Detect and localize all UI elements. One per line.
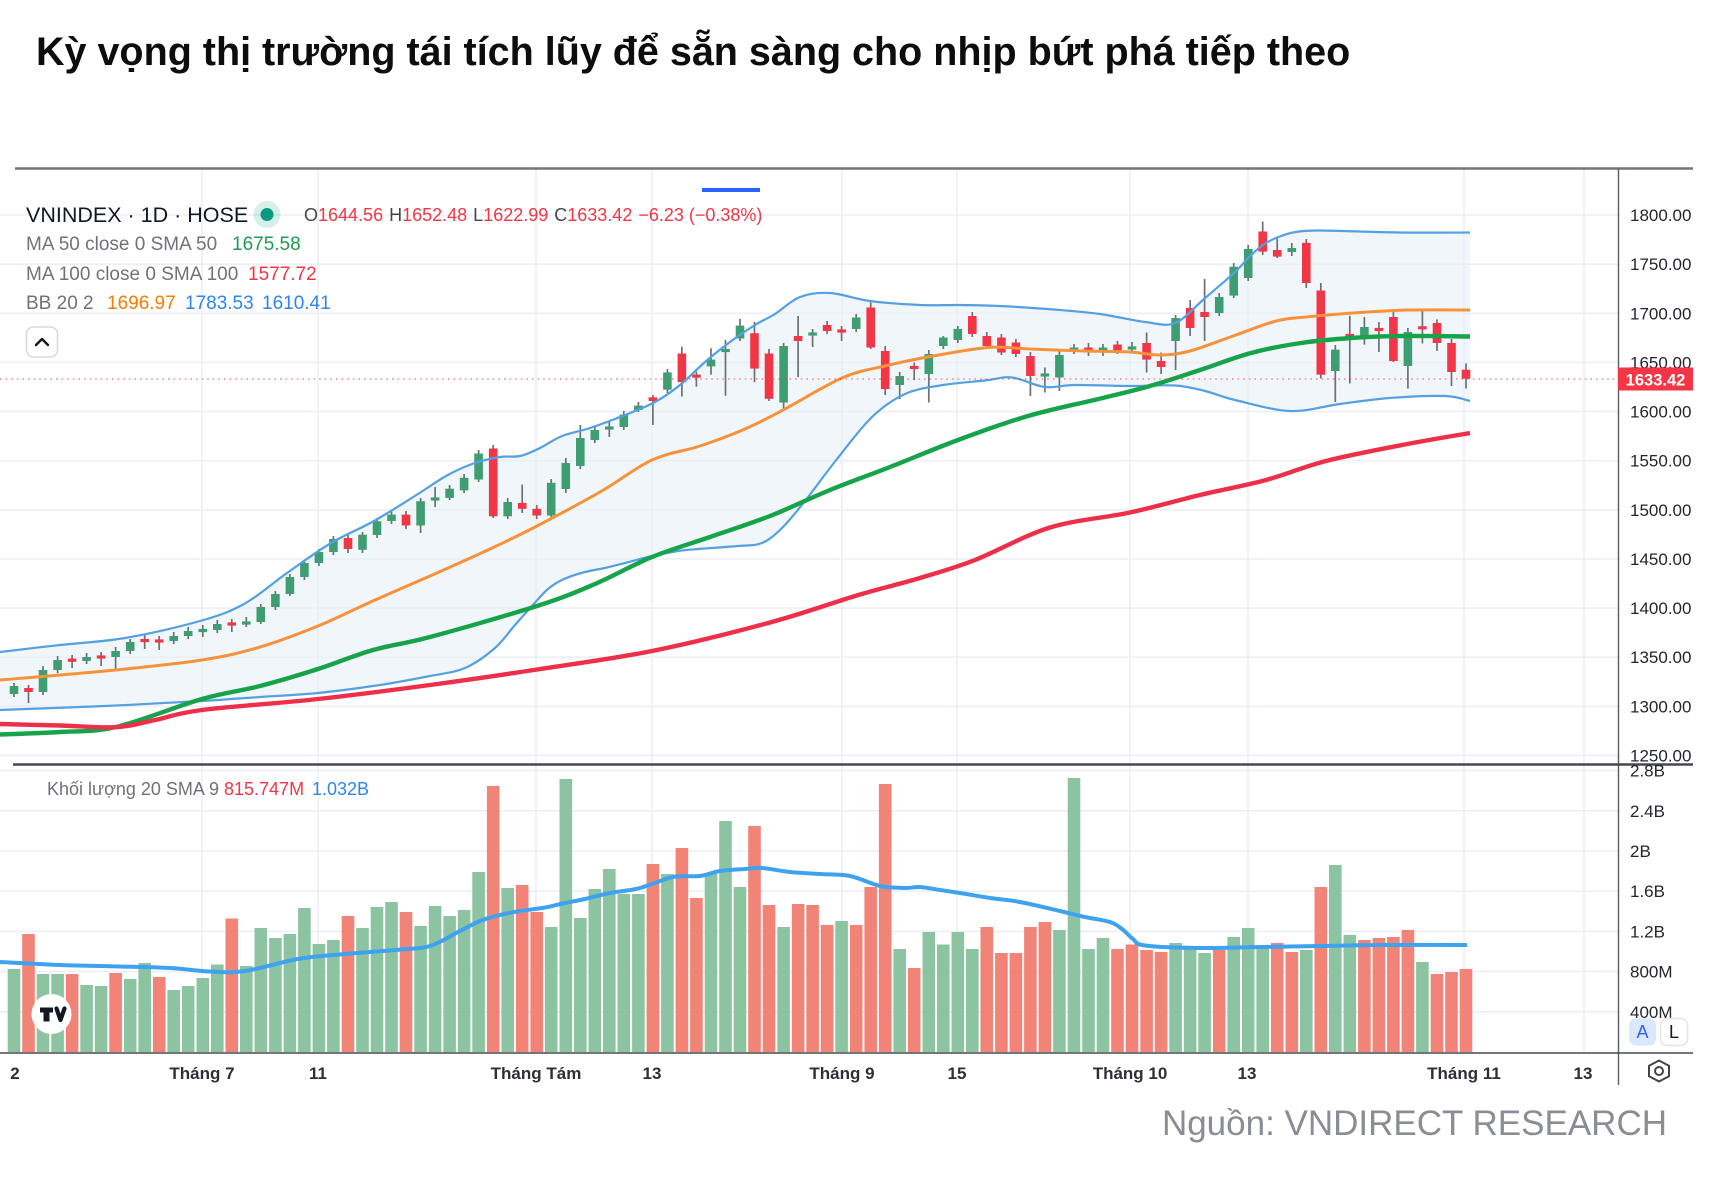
svg-text:1600.00: 1600.00 bbox=[1630, 403, 1691, 422]
svg-text:2B: 2B bbox=[1630, 842, 1651, 861]
svg-text:1577.72: 1577.72 bbox=[248, 264, 317, 285]
svg-text:VNINDEX · 1D · HOSE: VNINDEX · 1D · HOSE bbox=[26, 203, 248, 227]
svg-text:15: 15 bbox=[948, 1064, 967, 1083]
svg-text:Tháng Tám: Tháng Tám bbox=[491, 1064, 582, 1083]
svg-text:1696.97: 1696.97 bbox=[107, 293, 176, 314]
svg-text:1500.00: 1500.00 bbox=[1630, 501, 1691, 520]
svg-text:Tháng 11: Tháng 11 bbox=[1427, 1064, 1501, 1083]
svg-text:815.747M: 815.747M bbox=[224, 779, 304, 799]
svg-text:800M: 800M bbox=[1630, 963, 1673, 982]
svg-text:1300.00: 1300.00 bbox=[1630, 697, 1691, 716]
svg-text:Tháng 7: Tháng 7 bbox=[169, 1064, 234, 1083]
svg-text:1700.00: 1700.00 bbox=[1630, 304, 1691, 323]
svg-text:L: L bbox=[1669, 1022, 1679, 1042]
svg-text:13: 13 bbox=[1574, 1064, 1593, 1083]
svg-text:Khối lượng 20 SMA 9: Khối lượng 20 SMA 9 bbox=[47, 779, 219, 799]
svg-text:1675.58: 1675.58 bbox=[232, 234, 301, 255]
svg-text:2: 2 bbox=[10, 1064, 19, 1083]
svg-text:11: 11 bbox=[309, 1064, 327, 1083]
svg-text:2.8B: 2.8B bbox=[1630, 762, 1665, 781]
svg-text:13: 13 bbox=[1238, 1064, 1257, 1083]
svg-text:400M: 400M bbox=[1630, 1003, 1673, 1022]
svg-text:1.032B: 1.032B bbox=[312, 779, 369, 799]
svg-text:1800.00: 1800.00 bbox=[1630, 206, 1691, 225]
svg-text:A: A bbox=[1636, 1022, 1648, 1042]
svg-text:MA 50 close 0 SMA 50: MA 50 close 0 SMA 50 bbox=[26, 234, 217, 255]
svg-text:1550.00: 1550.00 bbox=[1630, 452, 1691, 471]
svg-text:Tháng 9: Tháng 9 bbox=[809, 1064, 874, 1083]
svg-text:1783.53: 1783.53 bbox=[185, 293, 254, 314]
svg-text:1610.41: 1610.41 bbox=[262, 293, 331, 314]
svg-text:2.4B: 2.4B bbox=[1630, 802, 1665, 821]
svg-text:1450.00: 1450.00 bbox=[1630, 550, 1691, 569]
svg-text:1.2B: 1.2B bbox=[1630, 922, 1665, 941]
svg-text:Tháng 10: Tháng 10 bbox=[1093, 1064, 1168, 1083]
svg-text:1.6B: 1.6B bbox=[1630, 882, 1665, 901]
svg-text:BB 20 2: BB 20 2 bbox=[26, 293, 94, 314]
svg-text:1250.00: 1250.00 bbox=[1630, 747, 1691, 766]
svg-text:MA 100 close 0 SMA 100: MA 100 close 0 SMA 100 bbox=[26, 264, 238, 285]
svg-text:1750.00: 1750.00 bbox=[1630, 255, 1691, 274]
svg-text:13: 13 bbox=[643, 1064, 662, 1083]
svg-text:1400.00: 1400.00 bbox=[1630, 599, 1691, 618]
svg-text:1633.42: 1633.42 bbox=[1626, 372, 1686, 390]
svg-text:1350.00: 1350.00 bbox=[1630, 648, 1691, 667]
